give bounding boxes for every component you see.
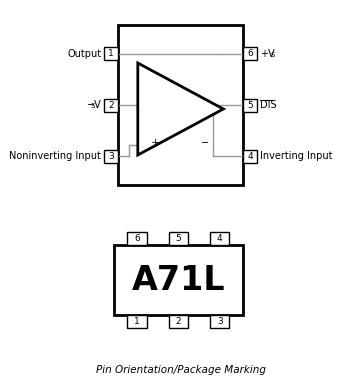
Text: 6: 6	[134, 234, 140, 243]
Bar	[243, 99, 257, 111]
Text: −V: −V	[87, 100, 101, 110]
Bar	[210, 315, 229, 328]
Text: DIS: DIS	[260, 100, 276, 110]
Bar	[169, 315, 188, 328]
Bar	[243, 150, 257, 163]
Text: 4: 4	[247, 152, 253, 161]
Bar	[118, 25, 243, 185]
Text: 6: 6	[247, 49, 253, 58]
Bar	[104, 150, 118, 163]
Bar	[127, 232, 147, 245]
Polygon shape	[138, 63, 223, 155]
Bar	[169, 232, 188, 245]
Text: 1: 1	[108, 49, 114, 58]
Text: 2: 2	[108, 100, 114, 110]
Text: 1: 1	[134, 317, 140, 326]
Bar	[114, 245, 243, 315]
Bar	[104, 99, 118, 111]
Bar	[243, 47, 257, 60]
Text: +: +	[151, 138, 160, 148]
Text: Inverting Input: Inverting Input	[260, 151, 332, 161]
Text: 3: 3	[108, 152, 114, 161]
Text: 3: 3	[217, 317, 223, 326]
Text: Pin Orientation/Package Marking: Pin Orientation/Package Marking	[96, 365, 266, 375]
Text: 5: 5	[175, 234, 181, 243]
Bar	[104, 47, 118, 60]
Text: Noninverting Input: Noninverting Input	[9, 151, 101, 161]
Text: 2: 2	[175, 317, 181, 326]
Text: +V: +V	[260, 49, 275, 59]
Text: S: S	[271, 52, 275, 58]
Text: S: S	[90, 103, 95, 110]
Text: 5: 5	[247, 100, 253, 110]
Text: A71L: A71L	[132, 263, 225, 296]
Text: −: −	[201, 138, 210, 148]
Bar	[127, 315, 147, 328]
Text: 4: 4	[217, 234, 223, 243]
Bar	[210, 232, 229, 245]
Text: Output: Output	[67, 49, 101, 59]
